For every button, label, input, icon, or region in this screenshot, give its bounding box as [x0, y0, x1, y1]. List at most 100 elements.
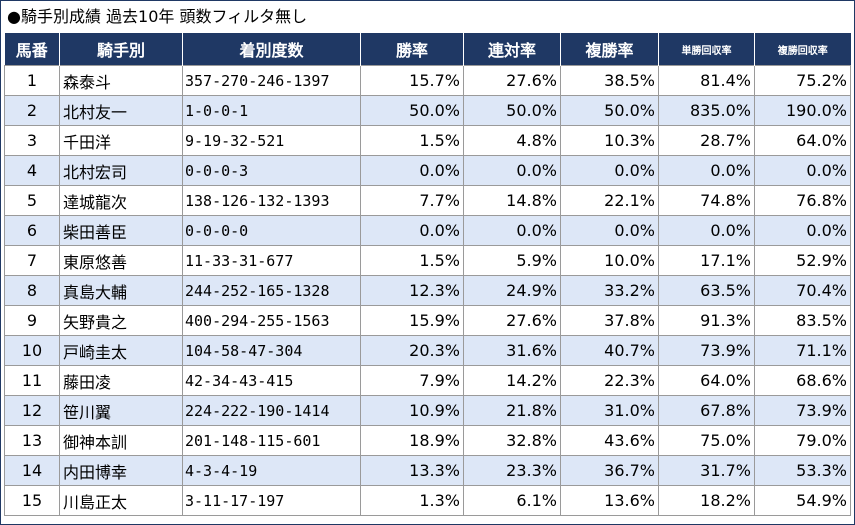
header-show-return: 複勝回収率: [754, 33, 851, 66]
cell-win-return: 0.0%: [658, 155, 755, 186]
table-row: 5 達城龍次 138-126-132-1393 7.7% 14.8% 22.1% 74.8%…: [4, 185, 851, 216]
cell-umaban: 9: [4, 305, 60, 336]
cell-jockey: 北村宏司: [59, 155, 183, 186]
cell-win-rate: 15.7%: [360, 65, 464, 96]
cell-show-return: 83.5%: [754, 305, 851, 336]
header-jockey: 騎手別: [59, 33, 183, 66]
cell-win-rate: 0.0%: [360, 155, 464, 186]
header-win-return: 単勝回収率: [658, 33, 755, 66]
cell-quinella-rate: 24.9%: [463, 275, 561, 306]
cell-show-return: 70.4%: [754, 275, 851, 306]
cell-umaban: 1: [4, 65, 60, 96]
cell-quinella-rate: 14.2%: [463, 365, 561, 396]
cell-win-rate: 1.5%: [360, 125, 464, 156]
cell-jockey: 内田博幸: [59, 455, 183, 486]
table-row: 9 矢野貴之 400-294-255-1563 15.9% 27.6% 37.8% 91.3…: [4, 305, 851, 336]
table-row: 12 笹川翼 224-222-190-1414 10.9% 21.8% 31.0% 67.8…: [4, 395, 851, 426]
cell-placings: 244-252-165-1328: [182, 275, 361, 306]
cell-win-rate: 15.9%: [360, 305, 464, 336]
cell-jockey: 笹川翼: [59, 395, 183, 426]
cell-jockey: 真島大輔: [59, 275, 183, 306]
cell-show-return: 0.0%: [754, 215, 851, 246]
cell-umaban: 4: [4, 155, 60, 186]
cell-quinella-rate: 27.6%: [463, 305, 561, 336]
table-row: 15 川島正太 3-11-17-197 1.3% 6.1% 13.6% 18.2% 54.9%: [4, 485, 851, 516]
cell-win-rate: 18.9%: [360, 425, 464, 456]
table-row: 8 真島大輔 244-252-165-1328 12.3% 24.9% 33.2% 63.5…: [4, 275, 851, 306]
cell-jockey: 矢野貴之: [59, 305, 183, 336]
cell-quinella-rate: 50.0%: [463, 95, 561, 126]
cell-show-rate: 31.0%: [560, 395, 659, 426]
table-row: 4 北村宏司 0-0-0-3 0.0% 0.0% 0.0% 0.0% 0.0%: [4, 155, 851, 186]
cell-quinella-rate: 21.8%: [463, 395, 561, 426]
cell-win-rate: 20.3%: [360, 335, 464, 366]
table-row: 10 戸崎圭太 104-58-47-304 20.3% 31.6% 40.7% 73.9% 7…: [4, 335, 851, 366]
cell-placings: 201-148-115-601: [182, 425, 361, 456]
cell-show-rate: 50.0%: [560, 95, 659, 126]
cell-win-return: 75.0%: [658, 425, 755, 456]
cell-placings: 1-0-0-1: [182, 95, 361, 126]
cell-jockey: 森泰斗: [59, 65, 183, 96]
cell-show-return: 71.1%: [754, 335, 851, 366]
cell-umaban: 5: [4, 185, 60, 216]
cell-win-rate: 10.9%: [360, 395, 464, 426]
cell-win-rate: 1.5%: [360, 245, 464, 276]
table-row: 14 内田博幸 4-3-4-19 13.3% 23.3% 36.7% 31.7% 53.3%: [4, 455, 851, 486]
cell-jockey: 達城龍次: [59, 185, 183, 216]
jockey-results-table: 馬番 騎手別 着別度数 勝率 連対率 複勝率 単勝回収率 複勝回収率 1 森泰斗 357-270-…: [4, 33, 851, 516]
cell-show-rate: 37.8%: [560, 305, 659, 336]
cell-show-rate: 33.2%: [560, 275, 659, 306]
cell-umaban: 8: [4, 275, 60, 306]
header-show-rate: 複勝率: [560, 33, 659, 66]
cell-quinella-rate: 14.8%: [463, 185, 561, 216]
cell-jockey: 御神本訓: [59, 425, 183, 456]
cell-show-rate: 40.7%: [560, 335, 659, 366]
cell-quinella-rate: 5.9%: [463, 245, 561, 276]
cell-jockey: 川島正太: [59, 485, 183, 516]
cell-show-return: 75.2%: [754, 65, 851, 96]
header-placings: 着別度数: [182, 33, 361, 66]
cell-show-return: 54.9%: [754, 485, 851, 516]
cell-win-return: 91.3%: [658, 305, 755, 336]
table-row: 1 森泰斗 357-270-246-1397 15.7% 27.6% 38.5% 81.4%…: [4, 65, 851, 96]
cell-show-rate: 10.0%: [560, 245, 659, 276]
cell-show-return: 68.6%: [754, 365, 851, 396]
cell-win-return: 18.2%: [658, 485, 755, 516]
cell-placings: 42-34-43-415: [182, 365, 361, 396]
cell-placings: 104-58-47-304: [182, 335, 361, 366]
cell-quinella-rate: 31.6%: [463, 335, 561, 366]
cell-win-return: 74.8%: [658, 185, 755, 216]
table-row: 7 東原悠善 11-33-31-677 1.5% 5.9% 10.0% 17.1% 52.9%: [4, 245, 851, 276]
cell-show-rate: 22.3%: [560, 365, 659, 396]
cell-win-return: 0.0%: [658, 215, 755, 246]
cell-win-rate: 0.0%: [360, 215, 464, 246]
cell-show-rate: 22.1%: [560, 185, 659, 216]
cell-win-return: 17.1%: [658, 245, 755, 276]
cell-win-rate: 7.7%: [360, 185, 464, 216]
cell-quinella-rate: 6.1%: [463, 485, 561, 516]
cell-placings: 0-0-0-3: [182, 155, 361, 186]
cell-show-return: 64.0%: [754, 125, 851, 156]
cell-win-return: 73.9%: [658, 335, 755, 366]
header-quinella-rate: 連対率: [463, 33, 561, 66]
cell-umaban: 6: [4, 215, 60, 246]
table-row: 6 柴田善臣 0-0-0-0 0.0% 0.0% 0.0% 0.0% 0.0%: [4, 215, 851, 246]
cell-quinella-rate: 32.8%: [463, 425, 561, 456]
cell-umaban: 12: [4, 395, 60, 426]
cell-win-rate: 7.9%: [360, 365, 464, 396]
table-row: 11 藤田凌 42-34-43-415 7.9% 14.2% 22.3% 64.0% 68.6…: [4, 365, 851, 396]
cell-umaban: 10: [4, 335, 60, 366]
header-umaban: 馬番: [4, 33, 60, 66]
cell-umaban: 7: [4, 245, 60, 276]
cell-umaban: 15: [4, 485, 60, 516]
table-row: 3 千田洋 9-19-32-521 1.5% 4.8% 10.3% 28.7% 64.0%: [4, 125, 851, 156]
cell-placings: 138-126-132-1393: [182, 185, 361, 216]
cell-umaban: 14: [4, 455, 60, 486]
cell-win-return: 63.5%: [658, 275, 755, 306]
cell-show-return: 73.9%: [754, 395, 851, 426]
cell-jockey: 戸崎圭太: [59, 335, 183, 366]
cell-show-return: 190.0%: [754, 95, 851, 126]
cell-umaban: 13: [4, 425, 60, 456]
cell-win-return: 81.4%: [658, 65, 755, 96]
